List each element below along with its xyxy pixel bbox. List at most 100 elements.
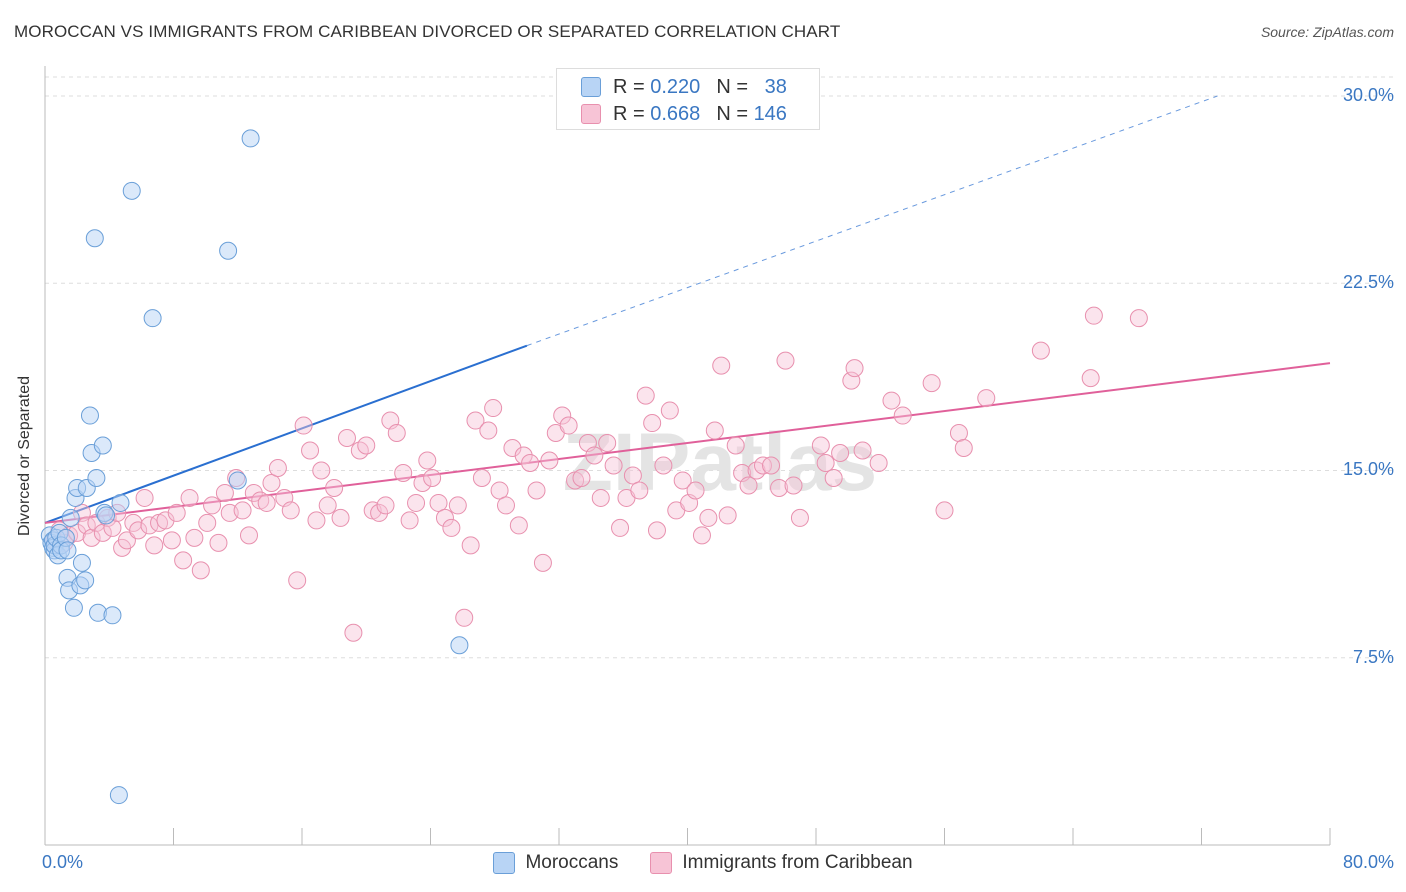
y-tick-label: 7.5% [1352, 646, 1394, 667]
caribbean-legend-swatch [650, 852, 673, 874]
n-value: 38 [764, 75, 787, 98]
caribbean-point [162, 531, 181, 550]
caribbean-point [174, 551, 193, 570]
source-label: Source: ZipAtlas.com [1260, 24, 1394, 40]
caribbean-point [739, 476, 758, 495]
moroccans-swatch [581, 77, 601, 97]
caribbean-point [598, 434, 617, 453]
caribbean-point [643, 414, 662, 433]
caribbean-point [784, 476, 803, 495]
x-tick-label-max: 80.0% [1342, 852, 1394, 872]
moroccan-point [103, 606, 122, 625]
caribbean-point [949, 424, 968, 443]
moroccan-point [143, 309, 162, 328]
caribbean-point [461, 536, 480, 555]
moroccan-point [450, 636, 469, 655]
caribbean-point [394, 463, 413, 482]
caribbean-point [387, 424, 406, 443]
caribbean-point [1129, 309, 1148, 328]
caribbean-point [824, 468, 843, 487]
caribbean-point [442, 518, 461, 537]
n-value: 146 [753, 102, 787, 125]
x-tick-label-min: 0.0% [42, 852, 84, 872]
caribbean-point [636, 386, 655, 405]
caribbean-point [337, 429, 356, 448]
caribbean-point [318, 496, 337, 515]
caribbean-point [705, 421, 724, 440]
caribbean-point [344, 623, 363, 642]
y-tick-label: 15.0% [1342, 459, 1394, 480]
watermark-text: ZIPatlas [563, 417, 877, 508]
moroccan-point [93, 436, 112, 455]
caribbean-point [776, 351, 795, 370]
caribbean-point [869, 453, 888, 472]
y-tick-label: 30.0% [1342, 84, 1394, 105]
caribbean-point [630, 481, 649, 500]
caribbean-point [673, 471, 692, 490]
moroccan-point [85, 229, 104, 248]
caribbean-point [331, 508, 350, 527]
caribbean-point [686, 481, 705, 500]
moroccan-point [76, 571, 95, 590]
caribbean-trendline [44, 362, 1331, 524]
caribbean-point [325, 478, 344, 497]
caribbean-point [692, 526, 711, 545]
stats-legend-row-moroccans: R = 0.220 N = 38 [581, 74, 787, 100]
caribbean-point [699, 508, 718, 527]
caribbean-point [262, 473, 281, 492]
caribbean-point [268, 458, 287, 477]
caribbean-point [357, 436, 376, 455]
moroccan-point [61, 508, 80, 527]
caribbean-point [893, 406, 912, 425]
caribbean-point [376, 496, 395, 515]
moroccan-point [228, 471, 247, 490]
caribbean-point [418, 451, 437, 470]
caribbean-point [479, 421, 498, 440]
moroccans-trendline [44, 344, 528, 524]
moroccan-point [241, 129, 260, 148]
caribbean-point [623, 466, 642, 485]
caribbean-point [129, 521, 148, 540]
caribbean-point [954, 439, 973, 458]
caribbean-point [191, 561, 210, 580]
caribbean-point [307, 511, 326, 530]
caribbean-point [553, 406, 572, 425]
caribbean-point [845, 359, 864, 378]
caribbean-point [167, 503, 186, 522]
caribbean-point [977, 389, 996, 408]
caribbean-point [611, 518, 630, 537]
caribbean-point [604, 456, 623, 475]
caribbean-point [591, 488, 610, 507]
caribbean-point [509, 516, 528, 535]
caribbean-point [853, 441, 872, 460]
caribbean-point [448, 496, 467, 515]
caribbean-point [718, 506, 737, 525]
caribbean-point [484, 399, 503, 418]
legend-label: Moroccans [525, 852, 619, 873]
caribbean-point [301, 441, 320, 460]
y-tick-label: 22.5% [1342, 272, 1394, 293]
y-axis-label: Divorced or Separated [16, 375, 33, 537]
caribbean-point [203, 496, 222, 515]
caribbean-point [1031, 341, 1050, 360]
caribbean-point [831, 444, 850, 463]
caribbean-point [1081, 369, 1100, 388]
series-legend: Moroccans Immigrants from Caribbean [0, 852, 1406, 874]
caribbean-point [816, 453, 835, 472]
moroccan-point [58, 541, 77, 560]
legend-item-moroccans: Moroccans [493, 852, 618, 874]
caribbean-point [935, 501, 954, 520]
caribbean-point [647, 521, 666, 540]
caribbean-point [1084, 306, 1103, 325]
moroccan-point [111, 493, 130, 512]
caribbean-point [312, 461, 331, 480]
caribbean-point [762, 456, 781, 475]
n-label: N = [716, 102, 748, 125]
caribbean-point [521, 453, 540, 472]
moroccans-trendline-extension [526, 95, 1218, 347]
caribbean-point [407, 493, 426, 512]
caribbean-point [490, 481, 509, 500]
caribbean-point [117, 531, 136, 550]
caribbean-point [135, 488, 154, 507]
stats-legend-row-caribbean: R = 0.668 N = 146 [581, 101, 787, 127]
